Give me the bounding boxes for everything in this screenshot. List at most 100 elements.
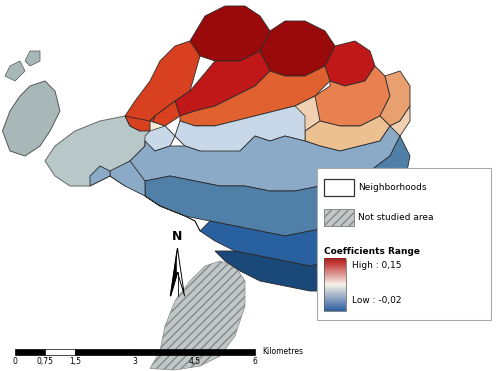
Text: Neighborhoods: Neighborhoods [358,183,427,192]
Polygon shape [175,116,255,156]
Polygon shape [150,261,245,370]
Text: High : 0,15: High : 0,15 [352,261,402,270]
Bar [324,302,346,303]
Bar [324,302,346,303]
Bar [75,348,135,355]
Polygon shape [125,41,200,131]
Bar [324,178,354,196]
Bar [324,260,346,261]
Bar [324,281,346,282]
Bar [324,293,346,294]
Bar [324,278,346,279]
Bar [324,306,346,307]
Bar [324,292,346,293]
Bar [324,310,346,311]
Polygon shape [145,106,305,156]
Bar [324,307,346,308]
Bar [324,279,346,280]
Bar [324,303,346,304]
Bar [324,304,346,305]
Bar [324,308,346,309]
Bar [324,290,346,291]
Bar [324,267,346,268]
Polygon shape [150,101,180,126]
Polygon shape [170,249,177,296]
Bar [324,291,346,292]
Bar [324,310,346,311]
Polygon shape [260,21,335,76]
Bar [324,269,346,270]
Bar [324,306,346,307]
Bar [324,274,346,275]
Text: 0: 0 [12,357,18,366]
Polygon shape [380,71,410,126]
Bar [324,261,346,262]
Bar [324,262,346,263]
Text: Low : -0,02: Low : -0,02 [352,296,402,305]
Polygon shape [180,66,330,126]
Bar [324,285,346,286]
Bar [324,287,346,288]
Text: 6: 6 [252,357,258,366]
Bar [324,277,346,278]
Bar [324,293,346,294]
Bar [324,300,346,301]
Bar [324,209,354,226]
Bar [324,299,346,300]
Polygon shape [255,96,320,141]
Bar [324,283,346,284]
Bar [324,298,346,299]
Polygon shape [145,121,175,151]
Text: Coefficients Range: Coefficients Range [324,247,420,256]
Polygon shape [110,161,145,196]
Text: 0,75: 0,75 [36,357,54,366]
Bar [324,288,346,289]
Bar [324,270,346,271]
Polygon shape [305,116,390,151]
Bar [324,263,346,264]
Bar [324,264,346,265]
Polygon shape [25,51,40,66]
Bar [324,268,346,269]
Polygon shape [45,116,150,186]
Bar [324,262,346,263]
Bar [15,348,45,355]
Bar [324,281,346,282]
Bar [324,272,346,273]
Bar [324,294,346,295]
Polygon shape [2,81,60,156]
Polygon shape [175,51,270,116]
Bar [324,284,346,285]
Bar [324,276,346,277]
Polygon shape [190,6,270,61]
Bar [324,283,346,284]
Text: 4,5: 4,5 [189,357,201,366]
Bar [324,277,346,278]
Bar [324,291,346,292]
Polygon shape [90,166,110,186]
Text: 3: 3 [132,357,138,366]
Bar [324,301,346,302]
Polygon shape [390,106,410,141]
Bar [324,296,346,297]
Bar [324,287,346,288]
Bar [324,309,346,310]
Polygon shape [325,41,375,86]
Bar [324,266,346,267]
Bar [324,275,346,276]
Polygon shape [178,249,184,296]
Polygon shape [215,221,410,291]
Polygon shape [125,116,155,131]
Polygon shape [145,181,410,266]
Bar [324,282,346,283]
Bar [324,259,346,311]
Bar [324,268,346,269]
Bar [324,273,346,274]
Polygon shape [145,136,410,236]
Bar [195,348,255,355]
Bar [324,271,346,272]
Bar [324,282,346,283]
Bar [324,263,346,264]
Bar [324,296,346,297]
Polygon shape [305,66,390,126]
